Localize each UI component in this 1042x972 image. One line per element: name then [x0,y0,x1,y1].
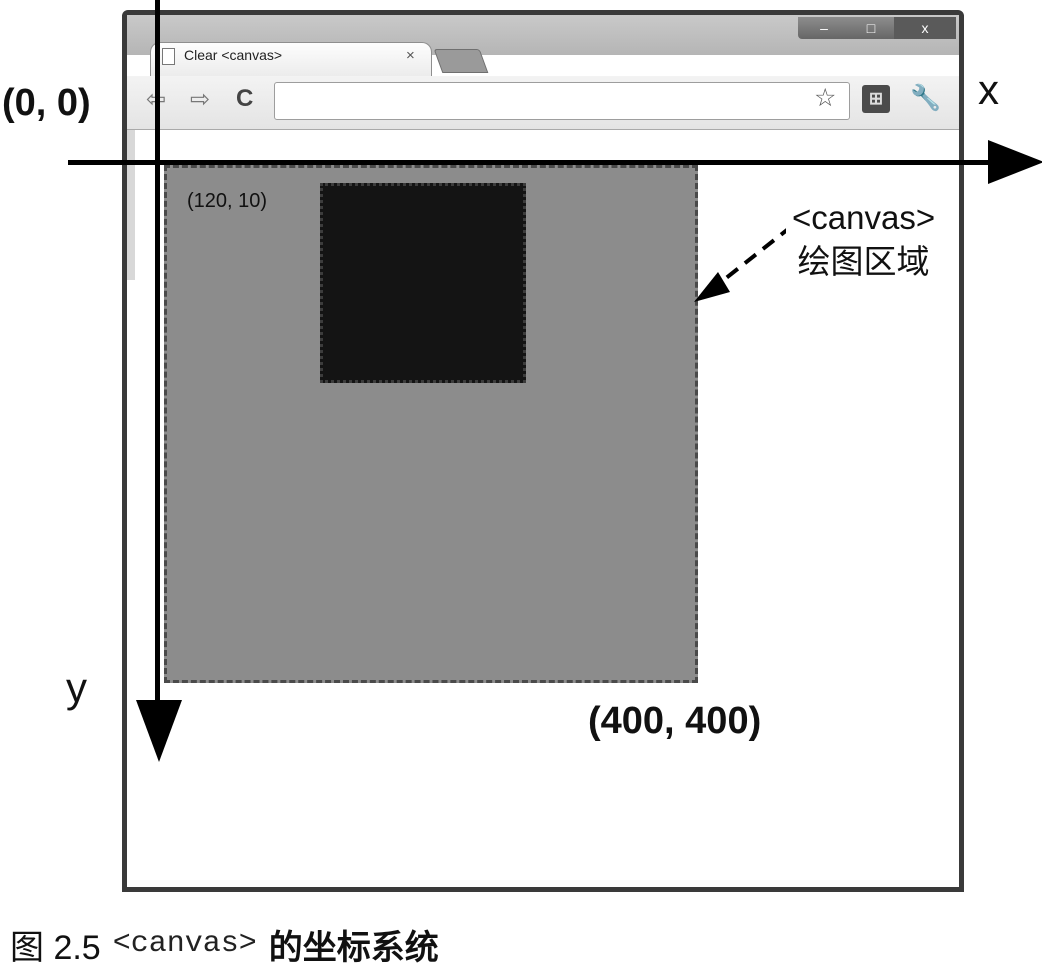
tab-close-icon[interactable]: × [406,47,415,64]
scrollbar[interactable] [127,130,135,280]
rect-corner-label: (120, 10) [187,190,268,212]
filled-rectangle [320,183,526,383]
page-icon [162,48,175,65]
canvas-label-line2: 绘图区域 [797,243,930,280]
x-axis-label: x [978,66,999,113]
extension-icon[interactable]: ⊞ [862,85,890,113]
canvas-label-line1: <canvas> [792,199,936,236]
canvas-area [164,165,698,683]
address-bar[interactable] [274,82,850,120]
close-button[interactable]: x [894,17,956,39]
wrench-icon[interactable]: 🔧 [910,84,942,112]
y-axis-arrowhead [136,700,182,762]
canvas-end-label: (400, 400) [588,700,762,742]
tab-clear-canvas[interactable] [150,42,432,76]
star-icon[interactable]: ☆ [814,84,837,112]
canvas-area-label: <canvas> 绘图区域 [786,196,942,284]
forward-icon[interactable]: ⇨ [190,86,211,113]
maximize-button[interactable]: □ [866,20,876,36]
tab-title: Clear <canvas> [184,47,283,63]
x-axis-line [68,160,996,165]
reload-icon[interactable]: C [236,85,254,112]
y-axis-label: y [66,664,87,711]
caption-text: 的坐标系统 [268,928,439,967]
y-axis-line [155,0,160,700]
minimize-button[interactable]: – [820,20,828,36]
caption-figure-number: 图 2.5 [10,928,101,967]
x-axis-arrowhead [988,140,1042,184]
caption-code: <canvas> [112,927,257,961]
figure-caption: 图 2.5 <canvas> 的坐标系统 [10,920,439,968]
origin-label: (0, 0) [2,82,91,124]
